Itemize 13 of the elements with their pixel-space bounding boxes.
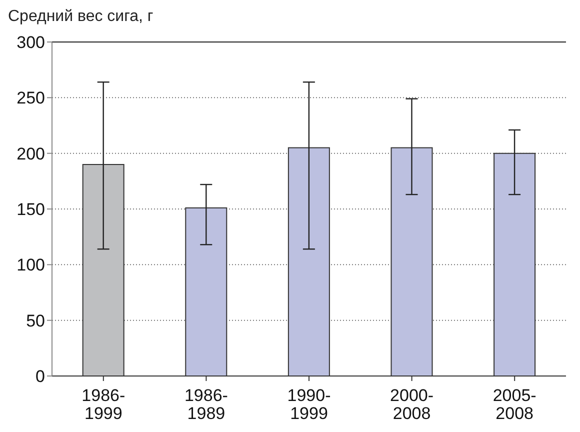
y-tick-label: 0 [36,367,45,386]
x-tick-label: 1986-1999 [82,386,126,423]
y-tick-label: 50 [26,311,45,330]
y-tick-label: 150 [16,200,45,220]
y-tick-label: 100 [16,256,45,275]
x-tick-label: 1986-1989 [184,386,228,423]
x-tick-label: 2000-2008 [390,386,434,423]
y-tick-label: 300 [16,33,45,52]
x-tick-label: 2005-2008 [492,386,536,423]
y-axis-title: Средний вес сига, г [8,8,154,27]
x-tick-label: 1990-1999 [287,386,331,423]
y-tick-label: 250 [16,88,45,108]
y-tick-label: 200 [16,144,45,164]
